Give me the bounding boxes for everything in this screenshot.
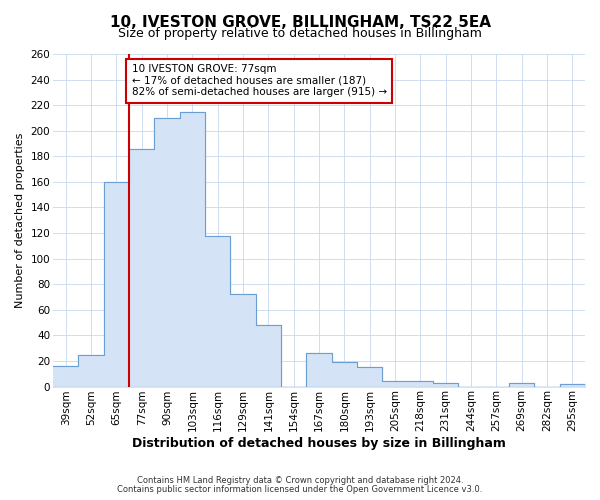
Text: Contains HM Land Registry data © Crown copyright and database right 2024.: Contains HM Land Registry data © Crown c… [137,476,463,485]
X-axis label: Distribution of detached houses by size in Billingham: Distribution of detached houses by size … [132,437,506,450]
Text: 10 IVESTON GROVE: 77sqm
← 17% of detached houses are smaller (187)
82% of semi-d: 10 IVESTON GROVE: 77sqm ← 17% of detache… [131,64,387,98]
Text: Contains public sector information licensed under the Open Government Licence v3: Contains public sector information licen… [118,485,482,494]
Text: Size of property relative to detached houses in Billingham: Size of property relative to detached ho… [118,28,482,40]
Y-axis label: Number of detached properties: Number of detached properties [15,132,25,308]
Text: 10, IVESTON GROVE, BILLINGHAM, TS22 5EA: 10, IVESTON GROVE, BILLINGHAM, TS22 5EA [110,15,491,30]
